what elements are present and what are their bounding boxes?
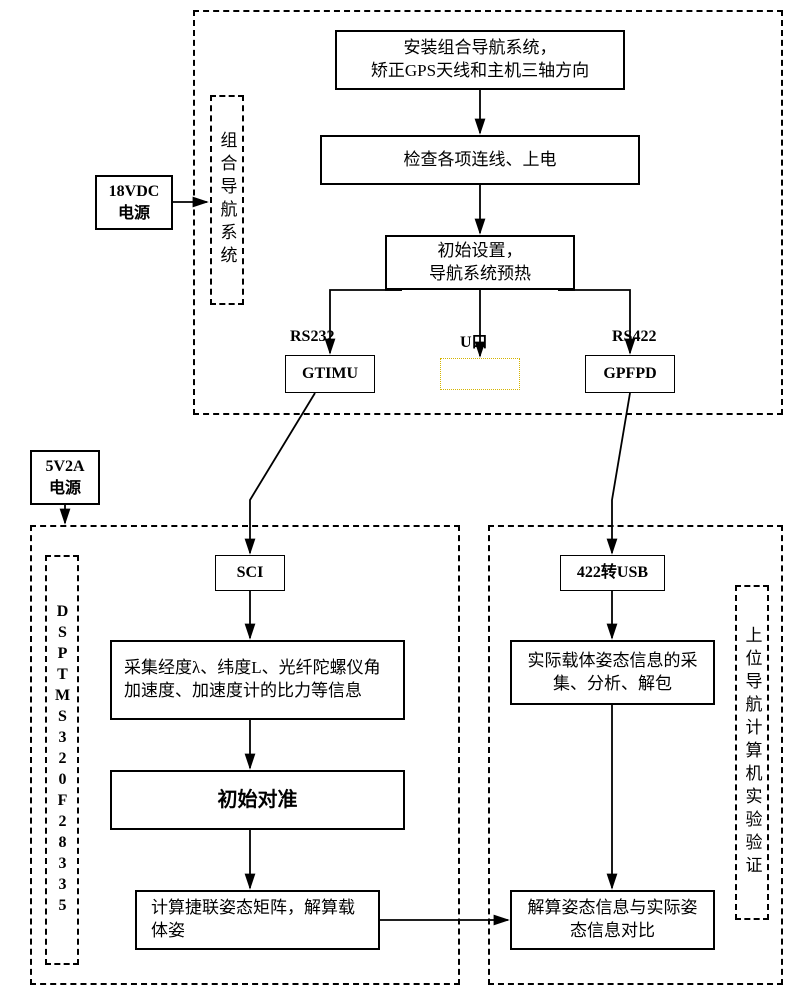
gpfpd-text: GPFPD	[603, 363, 656, 385]
check-wiring-text: 检查各项连线、上电	[404, 149, 557, 172]
init-nav-text: 初始设置， 导航系统预热	[429, 240, 531, 286]
dsp-label: DSPTMS320F28335	[45, 560, 79, 960]
init-nav-box: 初始设置， 导航系统预热	[385, 235, 575, 290]
align-box: 初始对准	[110, 770, 405, 830]
compute-box: 计算捷联姿态矩阵，解算载体姿	[135, 890, 380, 950]
check-wiring-box: 检查各项连线、上电	[320, 135, 640, 185]
sci-text: SCI	[237, 562, 264, 584]
compare-box: 解算姿态信息与实际姿态信息对比	[510, 890, 715, 950]
install-nav-box: 安装组合导航系统， 矫正GPS天线和主机三轴方向	[335, 30, 625, 90]
uport-label: U口	[460, 328, 488, 352]
sci-box: SCI	[215, 555, 285, 591]
collect-left-text: 采集经度λ、纬度L、光纤陀螺仪角加速度、加速度计的比力等信息	[124, 657, 391, 703]
align-text: 初始对准	[218, 787, 298, 814]
gtimu-text: GTIMU	[302, 363, 358, 385]
power-5v2a-text: 5V2A 电源	[45, 456, 84, 499]
usb-conv-text: 422转USB	[577, 562, 648, 584]
collect-right-box: 实际载体姿态信息的采集、分析、解包	[510, 640, 715, 705]
uport-yellow-box	[440, 358, 520, 390]
nav-system-label: 组合导航系统	[210, 100, 244, 300]
usb-conv-box: 422转USB	[560, 555, 665, 591]
install-nav-text: 安装组合导航系统， 矫正GPS天线和主机三轴方向	[371, 37, 589, 83]
host-pc-label: 上位导航计算机实验验证	[735, 590, 769, 915]
power-18vdc-text: 18VDC 电源	[109, 181, 160, 224]
gpfpd-box: GPFPD	[585, 355, 675, 393]
compare-text: 解算姿态信息与实际姿态信息对比	[520, 897, 705, 943]
rs422-label: RS422	[612, 328, 656, 346]
collect-left-box: 采集经度λ、纬度L、光纤陀螺仪角加速度、加速度计的比力等信息	[110, 640, 405, 720]
diagram-canvas: 组合导航系统 DSPTMS320F28335 上位导航计算机实验验证 18VDC…	[0, 0, 806, 1000]
gtimu-box: GTIMU	[285, 355, 375, 393]
rs232-label: RS232	[290, 328, 334, 346]
compute-text: 计算捷联姿态矩阵，解算载体姿	[151, 897, 364, 943]
collect-right-text: 实际载体姿态信息的采集、分析、解包	[520, 650, 705, 696]
power-18vdc: 18VDC 电源	[95, 175, 173, 230]
power-5v2a: 5V2A 电源	[30, 450, 100, 505]
